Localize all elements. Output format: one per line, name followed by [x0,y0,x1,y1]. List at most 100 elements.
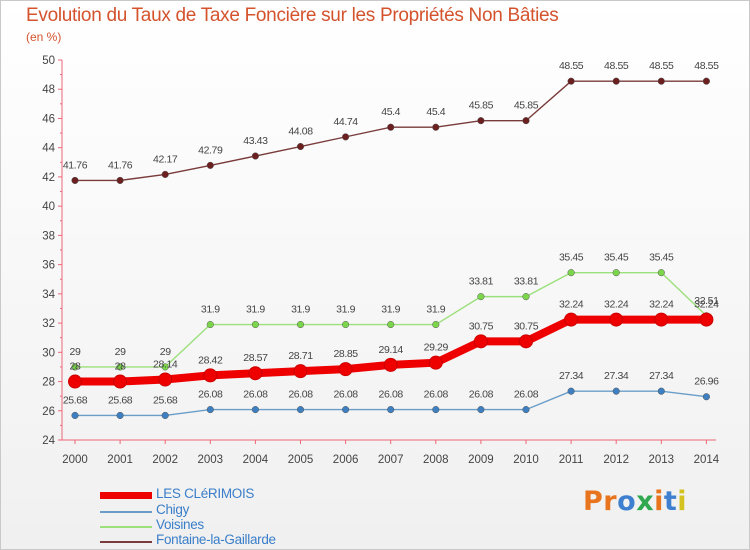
point-fontaine-la-gaillarde [342,133,350,141]
y-tick-label: 26 [42,406,55,418]
data-label-voisines: 31.9 [381,304,400,316]
point-chigy [206,406,214,414]
point-chigy [116,411,124,419]
data-label-chigy: 26.08 [514,389,539,401]
data-label-les-clerimois: 32.24 [694,299,719,311]
point-voisines [116,363,124,371]
data-label-fontaine-la-gaillarde: 42.79 [198,144,223,156]
x-tick-label: 2012 [603,454,629,466]
data-label-fontaine-la-gaillarde: 41.76 [63,159,88,171]
point-fontaine-la-gaillarde [71,176,79,184]
proxiti-logo: Proxiti [583,486,687,517]
point-voisines [342,320,350,329]
point-chigy [477,406,485,414]
point-fontaine-la-gaillarde [387,123,395,131]
data-label-fontaine-la-gaillarde: 45.4 [426,106,445,118]
data-label-fontaine-la-gaillarde: 48.55 [694,60,719,72]
point-fontaine-la-gaillarde [206,161,214,169]
point-chigy [657,387,665,395]
y-tick-label: 46 [42,113,55,125]
data-label-chigy: 26.08 [424,389,449,401]
point-voisines [161,363,169,371]
chart-subtitle: (en %) [26,30,62,44]
point-chigy [251,406,259,414]
data-label-les-clerimois: 29.29 [424,342,449,354]
data-label-chigy: 26.08 [288,389,313,401]
y-tick-label: 36 [42,260,55,272]
point-fontaine-la-gaillarde [296,142,305,151]
y-tick-label: 40 [42,201,55,213]
legend-swatch-les-clerimois [100,492,152,499]
logo-letter: i [677,486,688,517]
data-label-chigy: 27.34 [559,370,584,382]
data-label-voisines: 31.9 [201,304,220,316]
data-label-les-clerimois: 32.24 [604,299,629,311]
data-label-voisines: 35.45 [604,252,629,264]
data-label-chigy: 27.34 [649,370,674,382]
x-tick-label: 2002 [152,454,178,466]
x-tick-label: 2010 [513,454,539,466]
point-fontaine-la-gaillarde [251,152,259,160]
x-tick-label: 2001 [107,454,133,466]
data-label-voisines: 29 [115,346,126,358]
point-voisines [296,320,305,329]
data-label-les-clerimois: 30.75 [514,320,539,332]
point-chigy [71,411,79,419]
point-chigy [342,406,350,414]
x-tick-label: 2008 [423,454,449,466]
x-tick-label: 2014 [694,454,720,466]
point-fontaine-la-gaillarde [702,77,710,85]
point-voisines [206,320,214,329]
data-label-les-clerimois: 32.24 [649,299,674,311]
logo-letter: x [636,486,655,517]
point-voisines [657,269,665,277]
y-tick-label: 38 [42,230,55,242]
point-chigy [522,406,530,414]
legend-label-les-clerimois: LES CLéRIMOIS [156,486,255,501]
data-label-fontaine-la-gaillarde: 48.55 [604,60,629,72]
legend-swatch-fontaine [100,541,152,543]
point-chigy [161,411,169,419]
point-voisines [477,293,485,301]
data-label-les-clerimois: 32.24 [559,299,584,311]
x-tick-label: 2004 [243,454,269,466]
logo-letter: t [663,486,678,517]
data-label-fontaine-la-gaillarde: 42.17 [153,153,178,165]
point-les-clerimois [248,366,263,381]
data-label-voisines: 31.9 [291,304,310,316]
data-label-les-clerimois: 28.42 [198,354,223,366]
data-label-voisines: 33.81 [514,276,539,288]
data-label-voisines: 31.9 [336,304,355,316]
y-tick-label: 44 [42,143,55,155]
data-label-chigy: 26.08 [333,389,358,401]
data-label-voisines: 35.45 [559,252,584,264]
logo-letter: P [583,486,604,517]
x-tick-label: 2003 [198,454,224,466]
logo-letter: i [654,486,664,517]
point-chigy [567,387,575,395]
point-fontaine-la-gaillarde [657,77,665,85]
data-label-les-clerimois: 28 [115,361,126,373]
point-voisines [567,269,575,277]
point-chigy [432,406,440,414]
data-label-les-clerimois: 28.57 [243,352,268,364]
data-label-chigy: 26.08 [198,389,223,401]
point-les-clerimois [158,372,173,387]
point-les-clerimois [654,312,669,327]
point-fontaine-la-gaillarde [116,176,124,184]
data-label-chigy: 26.08 [379,389,404,401]
point-les-clerimois [519,334,533,349]
legend-swatch-voisines [100,526,152,528]
data-label-chigy: 25.68 [63,394,88,406]
series-line-fontaine-la-gaillarde [75,80,707,182]
data-label-chigy: 27.34 [604,370,629,382]
data-label-fontaine-la-gaillarde: 43.43 [243,135,268,147]
x-tick-label: 2009 [468,454,494,466]
data-label-voisines: 31.9 [426,304,445,316]
point-les-clerimois [383,357,398,372]
legend-label-fontaine: Fontaine-la-Gaillarde [156,532,276,547]
data-label-les-clerimois: 28.14 [153,358,178,370]
axes: 24 26 28 30 32 34 36 38 40 42 44 46 48 50 2000 2001 2002… [42,55,720,466]
point-les-clerimois [564,312,579,327]
point-fontaine-la-gaillarde [522,117,530,125]
